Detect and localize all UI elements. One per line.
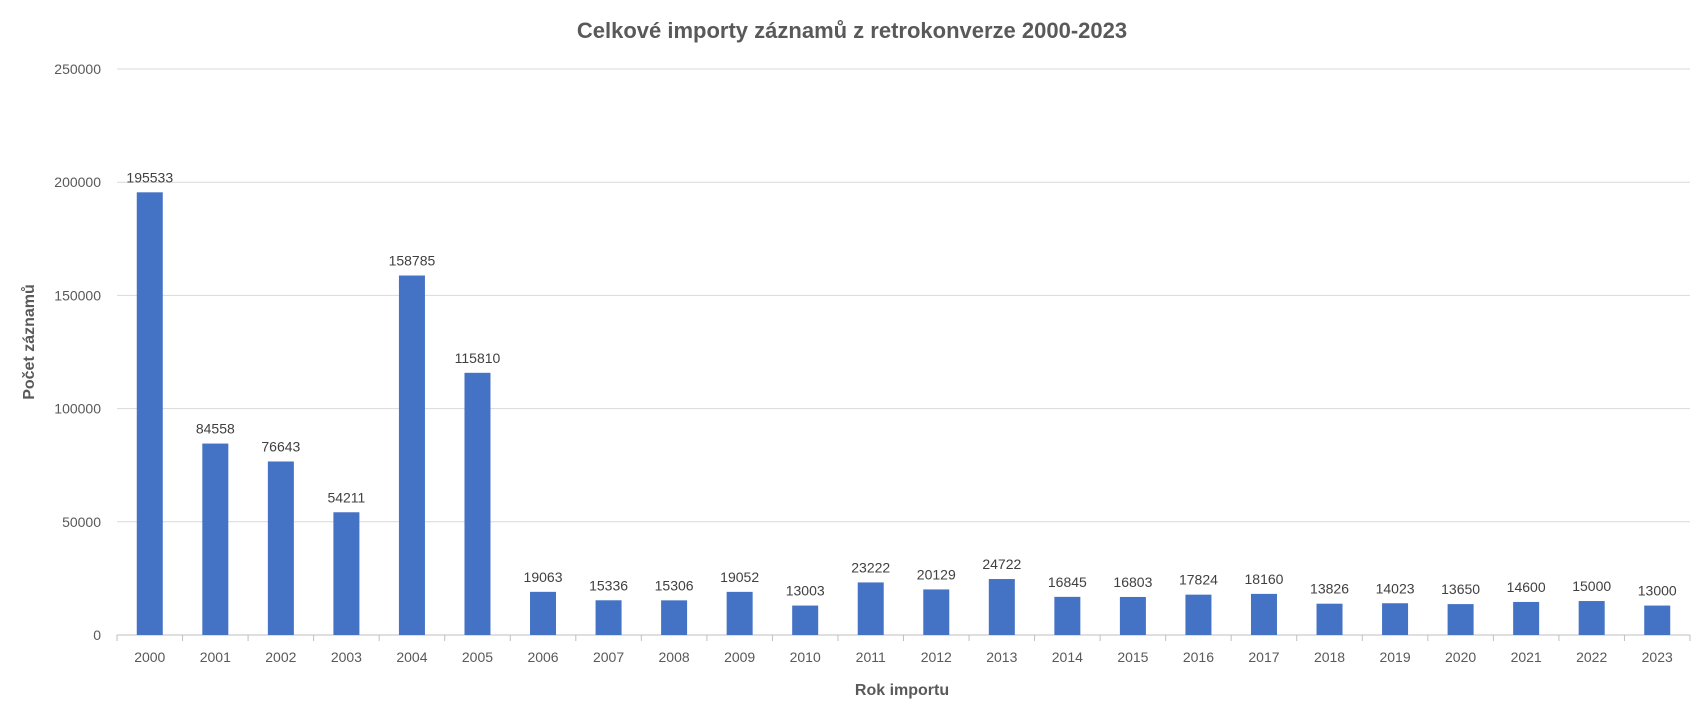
data-label: 20129	[917, 566, 956, 582]
bar-2017	[1250, 593, 1277, 635]
data-label: 18160	[1245, 571, 1284, 587]
x-tick-label: 2021	[1511, 649, 1542, 665]
bar-2004	[398, 275, 425, 635]
bar-2000	[136, 192, 163, 635]
bar-2011	[857, 582, 884, 635]
x-tick-label: 2009	[724, 649, 755, 665]
x-tick-label: 2015	[1117, 649, 1148, 665]
data-label: 14023	[1376, 580, 1415, 596]
x-tick-label: 2010	[790, 649, 821, 665]
data-label: 14600	[1507, 579, 1546, 595]
data-label: 16803	[1113, 574, 1152, 590]
bar-2023	[1644, 605, 1671, 635]
x-tick-label: 2007	[593, 649, 624, 665]
y-axis-ticks: 0 50000 100000 150000 200000 250000	[54, 61, 101, 643]
bar-2005	[464, 372, 491, 635]
x-tick-label: 2006	[527, 649, 558, 665]
data-label: 23222	[851, 559, 890, 575]
bar-2020	[1447, 604, 1474, 635]
bar-2012	[923, 589, 950, 635]
bar-2013	[988, 579, 1015, 635]
x-tick-label: 2018	[1314, 649, 1345, 665]
data-labels: 195533 84558 76643 54211 158785 115810 19063 15…	[126, 169, 1676, 598]
data-label: 158785	[389, 253, 436, 269]
bar-2019	[1382, 603, 1409, 635]
data-label: 76643	[261, 438, 300, 454]
bar-2021	[1513, 601, 1540, 635]
data-label: 15306	[655, 577, 694, 593]
data-label: 115810	[455, 350, 501, 366]
x-tick-label: 2012	[921, 649, 952, 665]
bar-2015	[1119, 596, 1146, 635]
x-tick-label: 2022	[1576, 649, 1607, 665]
data-label: 54211	[327, 489, 365, 505]
y-tick-label: 100000	[54, 401, 101, 417]
bar-2002	[267, 461, 294, 635]
y-tick-label: 150000	[54, 287, 101, 303]
data-label: 13003	[786, 583, 825, 599]
bar-2018	[1316, 603, 1343, 635]
x-tick-label: 2011	[856, 649, 886, 665]
x-tick-label: 2001	[200, 649, 231, 665]
bar-2001	[202, 443, 229, 635]
y-tick-label: 250000	[54, 61, 101, 77]
bar-2010	[792, 605, 819, 635]
y-tick-label: 0	[93, 627, 101, 643]
bar-2003	[333, 512, 360, 635]
x-tick-label: 2020	[1445, 649, 1476, 665]
y-tick-label: 50000	[62, 514, 101, 530]
x-tick-label: 2002	[265, 649, 296, 665]
bar-2016	[1185, 594, 1212, 635]
x-tick-label: 2003	[331, 649, 362, 665]
y-tick-label: 200000	[54, 174, 101, 190]
x-tick-label: 2008	[659, 649, 690, 665]
x-tick-label: 2004	[396, 649, 427, 665]
data-label: 24722	[982, 556, 1021, 572]
bar-2014	[1054, 596, 1081, 635]
x-tick-label: 2005	[462, 649, 493, 665]
bars	[136, 192, 1671, 635]
data-label: 17824	[1179, 572, 1218, 588]
bar-2009	[726, 591, 753, 635]
data-label: 84558	[196, 421, 235, 437]
x-tick-label: 2013	[986, 649, 1017, 665]
x-axis-title: Rok importu	[855, 682, 949, 699]
x-tick-label: 2000	[134, 649, 165, 665]
x-tick-label: 2017	[1248, 649, 1279, 665]
x-tick-label: 2014	[1052, 649, 1083, 665]
data-label: 13650	[1441, 581, 1480, 597]
chart-title: Celkové importy záznamů z retrokonverze …	[577, 18, 1127, 43]
x-tick-label: 2023	[1642, 649, 1673, 665]
data-label: 195533	[126, 169, 173, 185]
y-axis-title: Počet záznamů	[21, 284, 38, 400]
data-label: 19052	[720, 569, 759, 585]
bar-2007	[595, 600, 622, 635]
data-label: 13000	[1638, 583, 1677, 599]
x-axis-ticks: 2000 2001 2002 2003 2004 2005 2006 2007 2008 2009…	[116, 635, 1691, 665]
bar-2006	[530, 591, 557, 635]
data-label: 16845	[1048, 574, 1087, 590]
bar-2008	[661, 600, 688, 635]
data-label: 13826	[1310, 581, 1349, 597]
x-tick-label: 2016	[1183, 649, 1214, 665]
data-label: 15336	[589, 577, 628, 593]
data-label: 19063	[524, 569, 563, 585]
bar-2022	[1578, 601, 1605, 635]
x-tick-label: 2019	[1379, 649, 1410, 665]
data-label: 15000	[1572, 578, 1611, 594]
